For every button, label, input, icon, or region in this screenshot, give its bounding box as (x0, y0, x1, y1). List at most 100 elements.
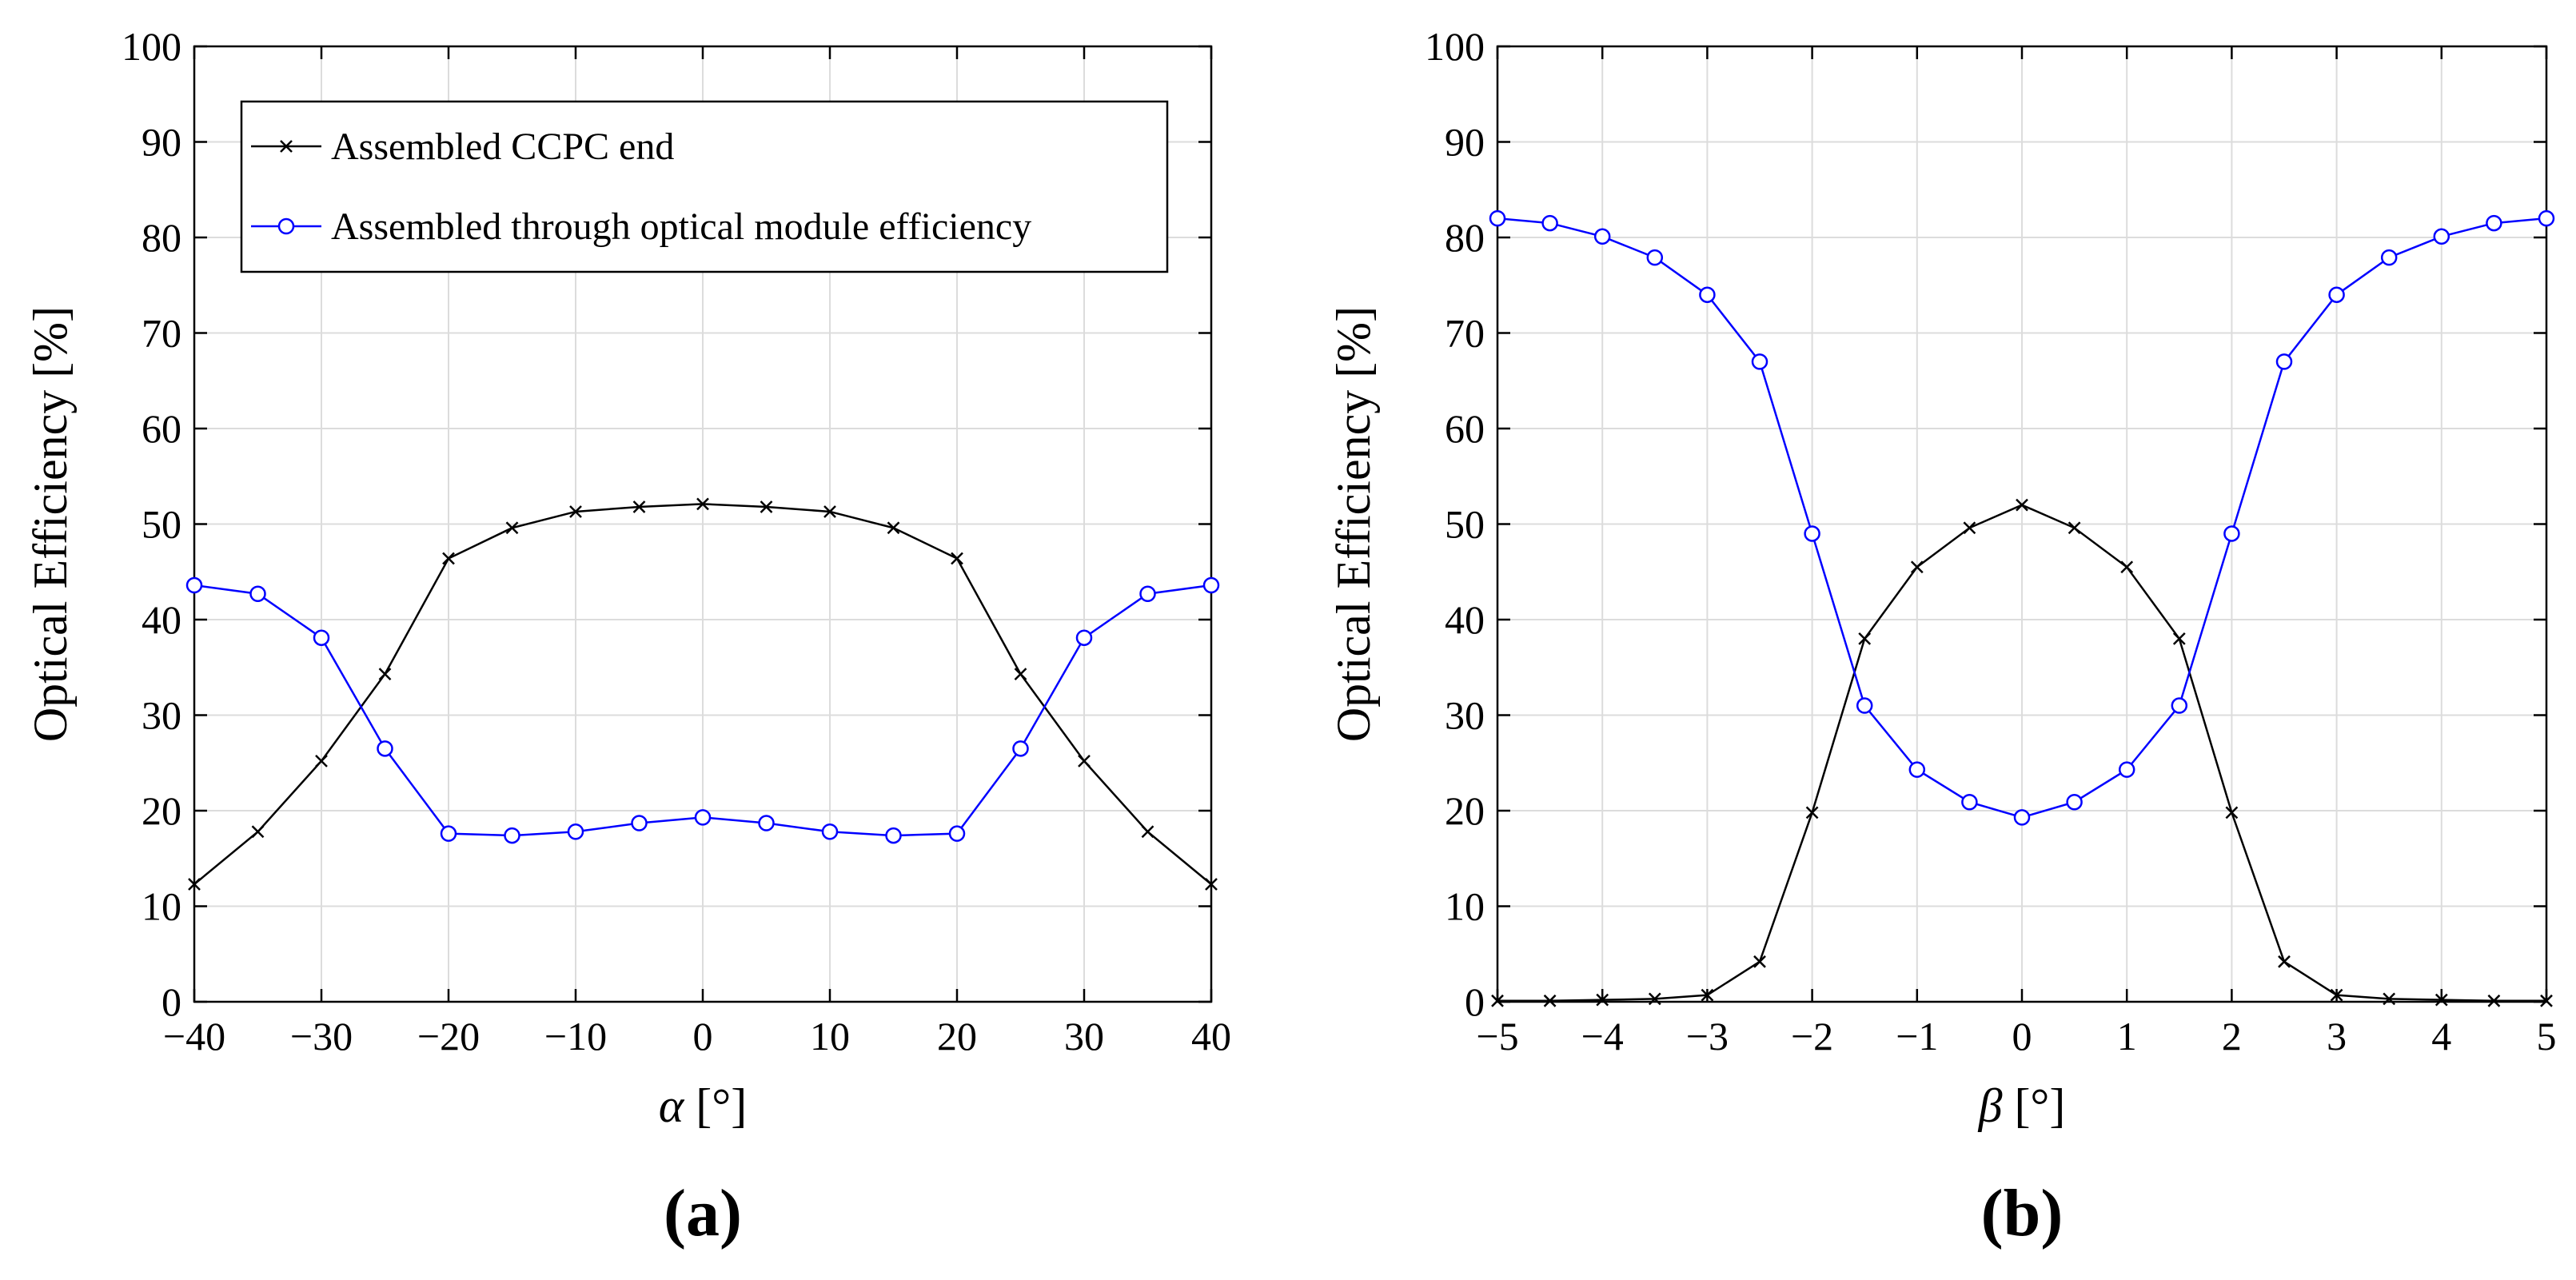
data-point-cross (632, 500, 646, 513)
legend-marker-cross (280, 140, 293, 153)
data-point-circle (948, 825, 966, 842)
panel-label: (b) (1981, 1176, 2064, 1250)
x-axis-label: β [°] (1978, 1079, 2066, 1132)
data-point-circle (2223, 525, 2240, 542)
data-point-cross (1141, 825, 1154, 839)
y-tick-label: 40 (142, 597, 181, 642)
data-point-cross (1963, 521, 1976, 535)
data-point-circle (1646, 249, 1664, 266)
data-point-circle (249, 585, 266, 602)
data-point-cross (1491, 994, 1504, 1007)
data-point-cross (823, 505, 836, 518)
data-point-cross (2016, 498, 2028, 512)
x-tick-label: −1 (1896, 1014, 1938, 1059)
data-point-cross (1078, 754, 1091, 768)
x-tick-label: −5 (1476, 1014, 1518, 1059)
legend-entry-label: Assembled CCPC end (331, 126, 674, 168)
data-point-circle (694, 809, 712, 826)
data-point-circle (1699, 286, 1716, 303)
x-tick-label: −10 (544, 1014, 607, 1059)
data-point-cross (315, 754, 328, 768)
y-tick-label: 100 (122, 24, 181, 69)
data-point-circle (313, 629, 330, 646)
data-point-cross (696, 497, 709, 511)
y-tick-label: 20 (1445, 788, 1485, 833)
y-tick-label: 90 (142, 120, 181, 165)
data-point-cross (1910, 560, 1924, 574)
data-point-circle (2433, 228, 2450, 245)
x-tick-label: 40 (1191, 1014, 1231, 1059)
data-point-circle (2538, 209, 2555, 227)
data-point-circle (1751, 353, 1769, 370)
data-point-cross (1596, 993, 1609, 1007)
data-point-cross (442, 552, 455, 565)
data-point-circle (885, 827, 902, 844)
data-point-circle (1139, 585, 1156, 602)
x-tick-label: −20 (417, 1014, 480, 1059)
data-point-circle (1804, 525, 1820, 542)
data-point-cross (378, 668, 392, 680)
x-tick-label: 1 (2117, 1014, 2137, 1059)
y-tick-label: 0 (161, 979, 181, 1024)
y-tick-label: 60 (142, 406, 181, 451)
data-point-circle (2066, 793, 2083, 811)
data-point-circle (1012, 740, 1029, 757)
data-point-circle (440, 825, 457, 842)
x-tick-label: −30 (290, 1014, 353, 1059)
data-point-cross (2278, 955, 2291, 968)
data-point-circle (1489, 209, 1506, 227)
y-tick-label: 30 (1445, 693, 1485, 738)
data-point-cross (2434, 993, 2448, 1007)
data-point-circle (1541, 214, 1558, 232)
data-point-circle (504, 827, 520, 844)
data-point-cross (1014, 668, 1027, 680)
x-axis-symbol: α (659, 1079, 685, 1132)
data-point-circle (2275, 353, 2293, 370)
x-tick-label: −40 (163, 1014, 225, 1059)
x-tick-label: 3 (2327, 1014, 2347, 1059)
x-axis-unit: [°] (684, 1079, 747, 1132)
x-axis-symbol: β (1978, 1079, 2003, 1132)
data-point-circle (1075, 629, 1093, 646)
y-tick-label: 80 (142, 215, 181, 260)
x-axis-label: α [°] (659, 1079, 747, 1132)
data-point-cross (2383, 992, 2396, 1006)
y-tick-label: 70 (142, 311, 181, 356)
y-tick-label: 30 (142, 693, 181, 738)
legend-entry-label: Assembled through optical module efficie… (331, 205, 1031, 248)
y-tick-label: 90 (1445, 120, 1485, 165)
data-point-circle (631, 815, 648, 831)
data-point-circle (1908, 761, 1926, 778)
legend-marker-circle (277, 217, 295, 235)
data-point-cross (188, 878, 201, 891)
chart-panel-a: −40 −30 −20 −10 0 10 20 30 40 0 10 20 30 40 50 60 70 80 90… (24, 24, 1231, 1250)
x-tick-label: 30 (1064, 1014, 1104, 1059)
data-point-cross (2225, 806, 2239, 819)
chart-panel-b: −5 −4 −3 −2 −1 0 1 2 3 4 50102030405060708090100Op… (1327, 24, 2557, 1250)
x-tick-label: 5 (2537, 1014, 2557, 1059)
data-point-circle (1593, 228, 1611, 245)
x-tick-label: 20 (937, 1014, 977, 1059)
data-point-cross (1858, 632, 1872, 645)
legend-box (240, 100, 1169, 273)
data-point-cross (569, 505, 582, 518)
data-point-circle (567, 823, 584, 840)
data-point-cross (2540, 994, 2553, 1007)
y-tick-label: 0 (1465, 979, 1485, 1024)
data-point-cross (1205, 878, 1218, 891)
data-point-cross (1543, 994, 1557, 1007)
data-point-cross (2068, 521, 2081, 535)
x-tick-label: 2 (2222, 1014, 2242, 1059)
data-point-cross (951, 552, 963, 565)
data-point-circle (1961, 793, 1978, 811)
y-tick-label: 10 (1445, 884, 1485, 929)
x-tick-label: 4 (2431, 1014, 2451, 1059)
y-tick-label: 50 (142, 502, 181, 547)
panel-label: (a) (664, 1176, 742, 1250)
data-point-circle (2118, 761, 2135, 778)
data-point-cross (251, 825, 265, 839)
data-point-cross (2120, 560, 2134, 574)
data-point-cross (1701, 988, 1714, 1002)
data-point-cross (1805, 806, 1819, 819)
